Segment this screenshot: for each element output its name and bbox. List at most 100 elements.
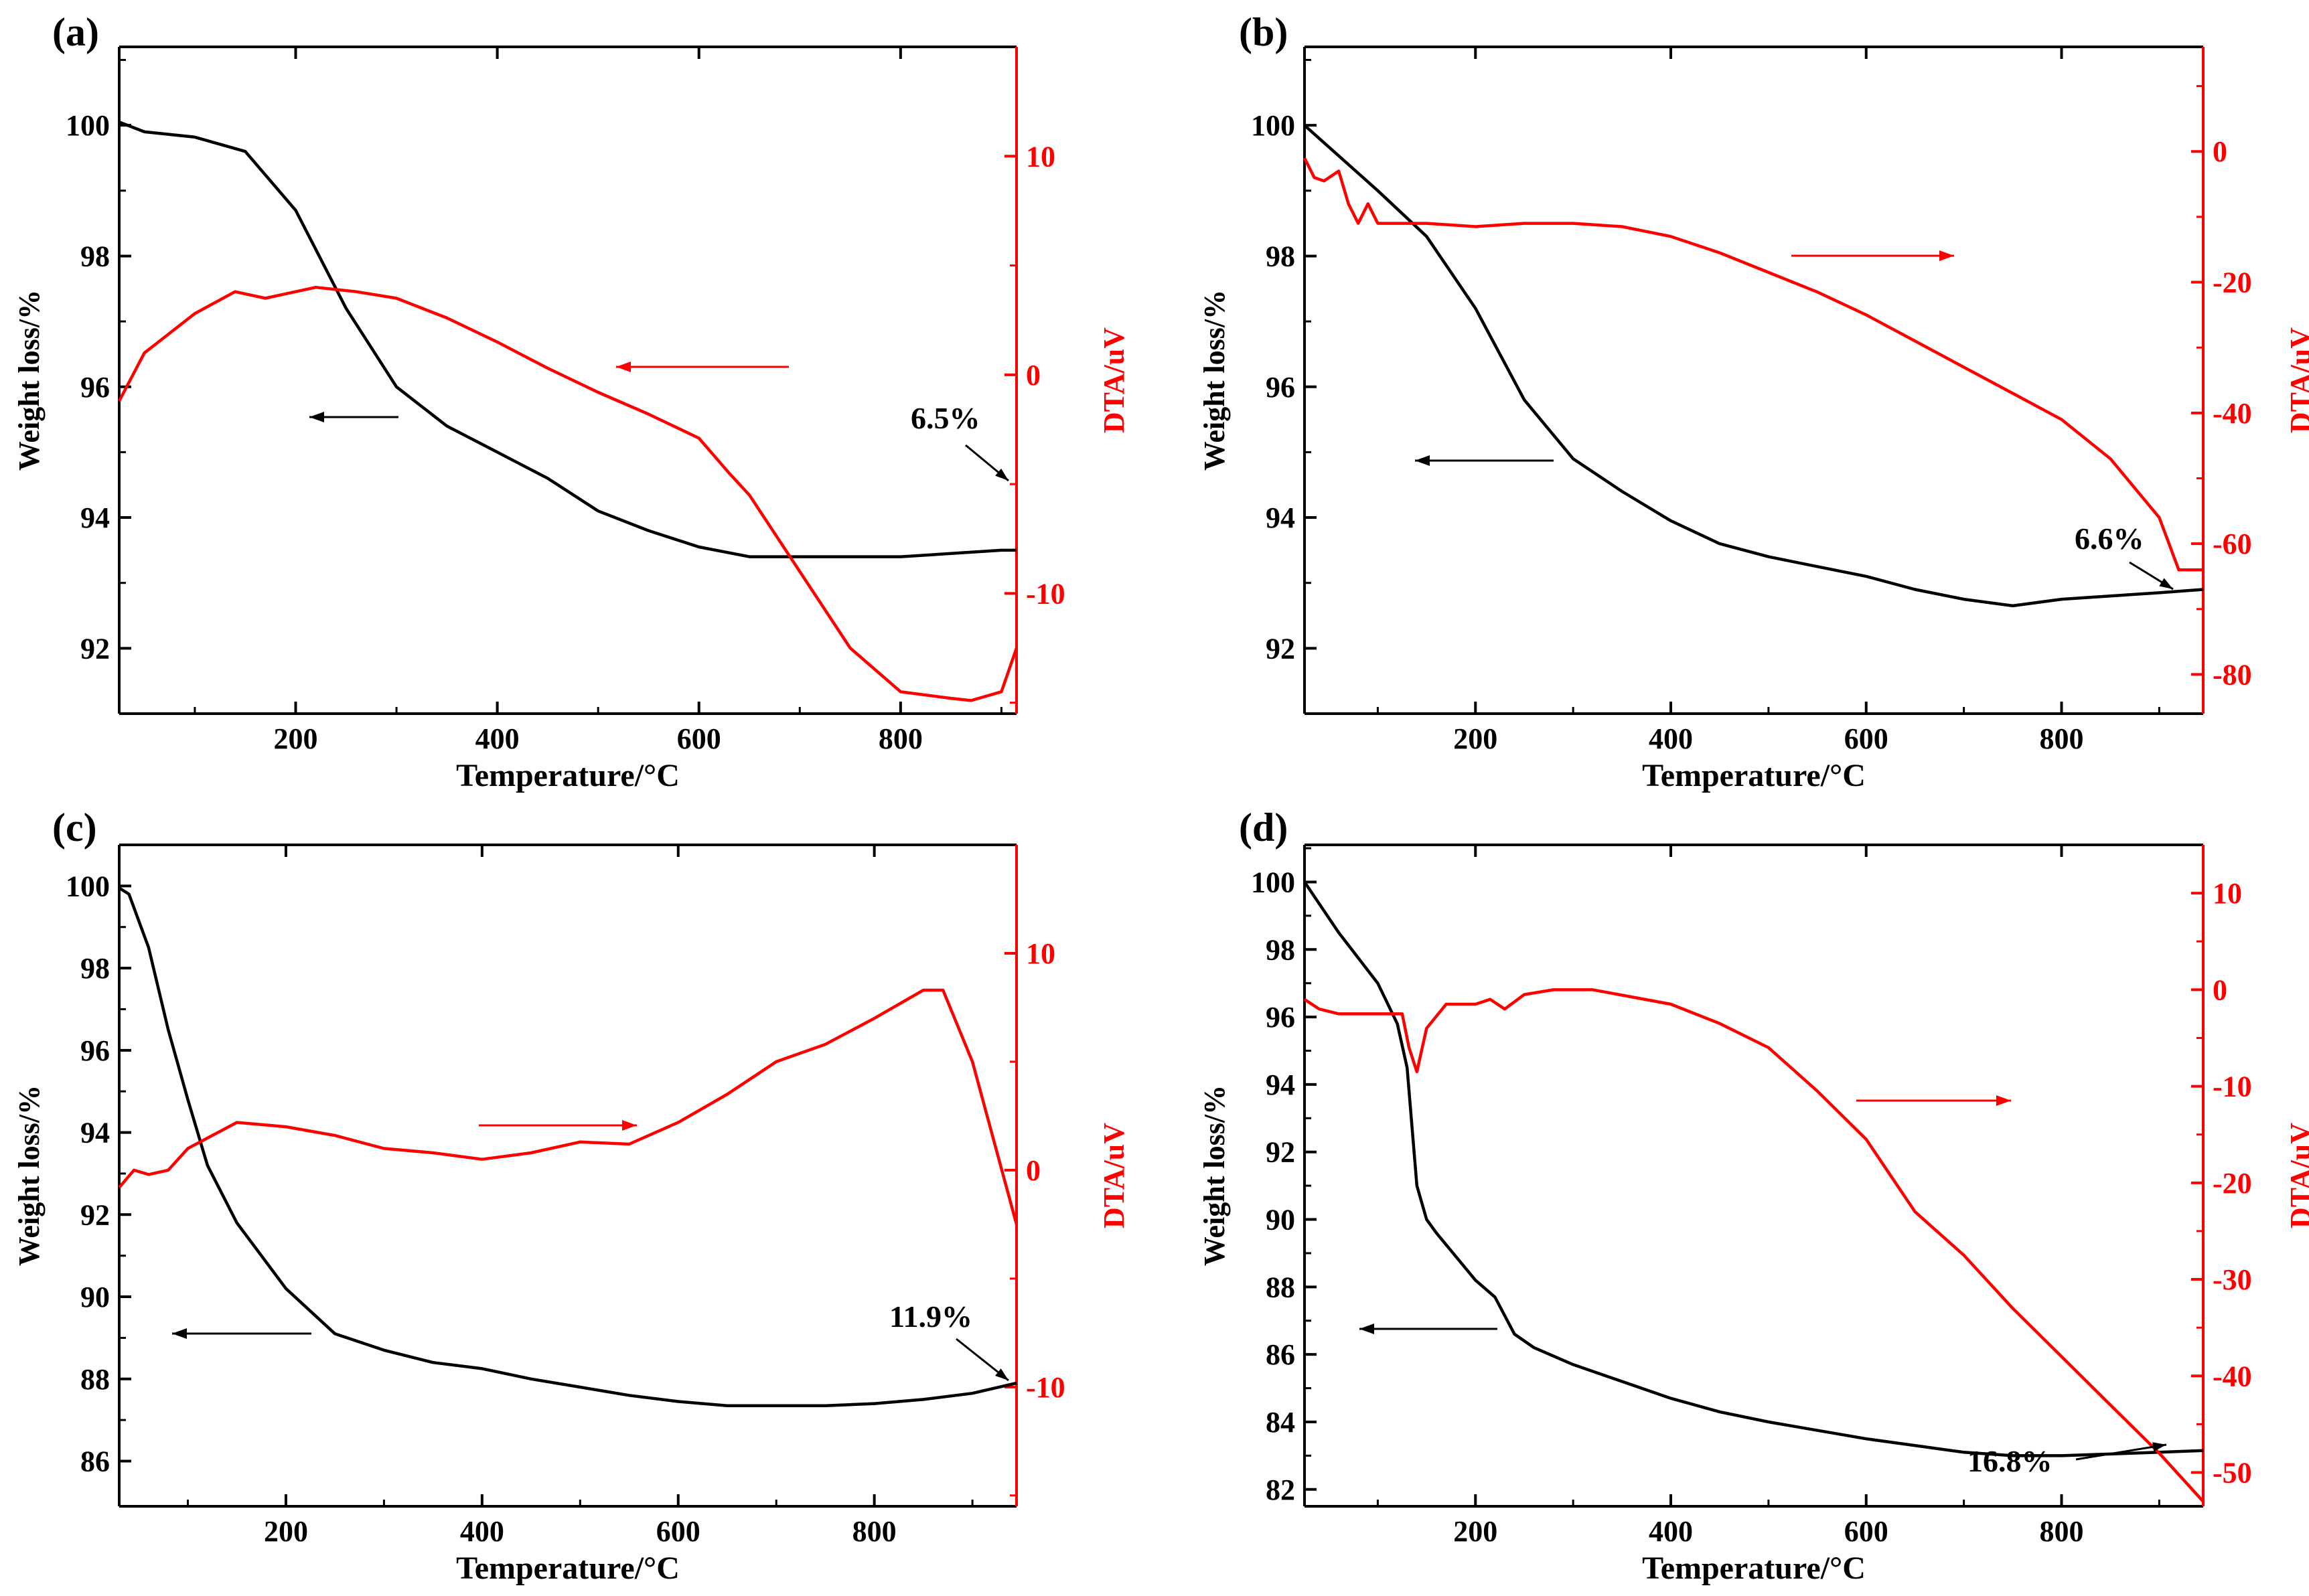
x-tick-label: 600 bbox=[677, 722, 721, 755]
y-left-tick-label: 88 bbox=[1266, 1271, 1295, 1303]
y-left-tick-label: 86 bbox=[80, 1445, 110, 1478]
y-right-tick-label: -10 bbox=[1026, 1371, 1065, 1404]
y-left-tick-label: 96 bbox=[1266, 1001, 1295, 1034]
y-left-tick-label: 100 bbox=[1251, 866, 1295, 898]
x-tick-label: 600 bbox=[656, 1515, 700, 1548]
y-right-axis-title: DTA/uV bbox=[2284, 1123, 2309, 1228]
y-right-axis-title: DTA/uV bbox=[2284, 327, 2309, 433]
y-right-tick-label: -30 bbox=[2213, 1263, 2252, 1296]
y-left-tick-label: 86 bbox=[1266, 1338, 1295, 1371]
arrow-head bbox=[172, 1328, 187, 1339]
panel-c: 200 400 600 800 86 88 90 92 94 96 98 100 -10 0 10 Tempe… bbox=[13, 805, 1130, 1586]
x-axis-title: Temperature/°C bbox=[1642, 758, 1866, 793]
x-tick-label: 800 bbox=[2039, 722, 2083, 755]
panel-label: (b) bbox=[1239, 10, 1288, 54]
x-axis-title: Temperature/°C bbox=[1642, 1550, 1866, 1586]
panel-d: 200 400 600 800828486889092949698100-50-40-… bbox=[1198, 805, 2309, 1586]
x-tick-label: 400 bbox=[1649, 1515, 1693, 1548]
y-left-axis-title: Weight loss/% bbox=[13, 290, 46, 471]
dta-line bbox=[118, 285, 1019, 702]
y-left-tick-label: 92 bbox=[80, 632, 110, 665]
x-tick-label: 800 bbox=[2039, 1515, 2083, 1548]
y-right-tick-label: 10 bbox=[1026, 140, 1055, 173]
y-left-tick-label: 94 bbox=[80, 501, 110, 534]
x-tick-label: 200 bbox=[264, 1515, 308, 1548]
y-right-tick-label: -20 bbox=[2213, 266, 2252, 299]
y-right-axis-title: DTA/uV bbox=[1098, 327, 1130, 433]
weight-loss-line bbox=[119, 121, 1017, 558]
y-left-tick-label: 88 bbox=[80, 1363, 110, 1396]
panel-label: (c) bbox=[52, 805, 97, 850]
weight-loss-annotation: 11.9% bbox=[889, 1299, 972, 1334]
panel-b: 200 400 600 800 92 94 96 98 100 -80 -60 -40 -20 0 Temp… bbox=[1198, 10, 2309, 793]
weight-loss-annotation: 16.8% bbox=[1967, 1444, 2053, 1478]
x-axis-title: Temperature/°C bbox=[456, 1550, 680, 1586]
panel-a: 200 400 600 800 92 94 96 98 100 -10 0 10 Temperature… bbox=[13, 10, 1130, 793]
y-left-tick-label: 100 bbox=[1251, 109, 1295, 142]
x-tick-label: 200 bbox=[1453, 1515, 1497, 1548]
y-right-tick-label: 0 bbox=[1026, 1154, 1041, 1187]
annotation-arrow-head bbox=[994, 1368, 1009, 1380]
arrow-head bbox=[622, 1120, 637, 1131]
y-left-tick-label: 98 bbox=[1266, 933, 1295, 966]
y-left-axis-title: Weight loss/% bbox=[13, 1085, 46, 1266]
x-tick-label: 400 bbox=[1649, 722, 1693, 755]
y-right-tick-label: 0 bbox=[2213, 973, 2227, 1006]
y-left-tick-label: 98 bbox=[1266, 240, 1295, 272]
y-left-tick-label: 94 bbox=[80, 1117, 110, 1149]
x-axis-title: Temperature/°C bbox=[456, 758, 680, 793]
y-left-axis-title: Weight loss/% bbox=[1198, 290, 1231, 471]
y-right-tick-label: -40 bbox=[2213, 397, 2252, 430]
y-right-tick-label: 10 bbox=[2213, 877, 2242, 910]
weight-loss-line bbox=[1303, 124, 2204, 608]
y-left-tick-label: 100 bbox=[66, 109, 110, 142]
y-right-axis-title: DTA/uV bbox=[1098, 1123, 1130, 1228]
y-left-tick-label: 92 bbox=[1266, 632, 1295, 665]
y-left-tick-label: 94 bbox=[1266, 501, 1295, 534]
arrow-head bbox=[1996, 1095, 2011, 1106]
x-tick-label: 400 bbox=[475, 722, 520, 755]
y-left-tick-label: 90 bbox=[1266, 1204, 1295, 1236]
arrow-head bbox=[309, 412, 324, 422]
x-tick-label: 600 bbox=[1844, 722, 1888, 755]
y-left-tick-label: 92 bbox=[1266, 1136, 1295, 1169]
y-right-tick-label: -40 bbox=[2213, 1360, 2252, 1392]
y-left-axis-title: Weight loss/% bbox=[1198, 1085, 1231, 1266]
weight-loss-line bbox=[118, 886, 1017, 1407]
y-right-tick-label: -80 bbox=[2213, 658, 2252, 691]
panel-label: (d) bbox=[1239, 805, 1288, 850]
x-tick-label: 200 bbox=[273, 722, 317, 755]
y-left-tick-label: 96 bbox=[80, 1034, 110, 1067]
y-left-tick-label: 96 bbox=[1266, 371, 1295, 404]
y-right-tick-label: 0 bbox=[2213, 135, 2227, 168]
y-left-tick-label: 98 bbox=[80, 952, 110, 985]
weight-loss-annotation: 6.5% bbox=[911, 401, 980, 435]
y-left-tick-label: 90 bbox=[80, 1281, 110, 1313]
y-right-tick-label: -10 bbox=[2213, 1070, 2252, 1103]
weight-loss-line bbox=[1303, 881, 2204, 1457]
y-right-tick-label: 0 bbox=[1026, 359, 1041, 392]
annotation-arrow-head bbox=[2152, 1442, 2166, 1452]
y-left-tick-label: 100 bbox=[66, 870, 110, 902]
y-left-tick-label: 96 bbox=[80, 371, 110, 404]
dta-line bbox=[1303, 988, 2205, 1503]
x-tick-label: 200 bbox=[1453, 722, 1497, 755]
x-tick-label: 600 bbox=[1844, 1515, 1888, 1548]
dta-line bbox=[1302, 157, 2203, 572]
annotation-pointer bbox=[2075, 1443, 2167, 1461]
y-right-tick-label: 10 bbox=[1026, 937, 1055, 970]
arrow-head bbox=[616, 362, 631, 372]
y-right-tick-label: -50 bbox=[2213, 1457, 2252, 1490]
annotation-arrow-head bbox=[2159, 578, 2173, 589]
arrow-head bbox=[1939, 250, 1954, 261]
x-tick-label: 800 bbox=[852, 1515, 897, 1548]
x-tick-label: 800 bbox=[879, 722, 923, 755]
y-right-tick-label: -10 bbox=[1026, 577, 1065, 610]
panel-label: (a) bbox=[52, 10, 99, 54]
weight-loss-annotation: 6.6% bbox=[2075, 522, 2144, 556]
y-left-tick-label: 82 bbox=[1266, 1473, 1295, 1506]
y-left-tick-label: 84 bbox=[1266, 1406, 1295, 1439]
annotation-arrow-head bbox=[995, 468, 1009, 481]
